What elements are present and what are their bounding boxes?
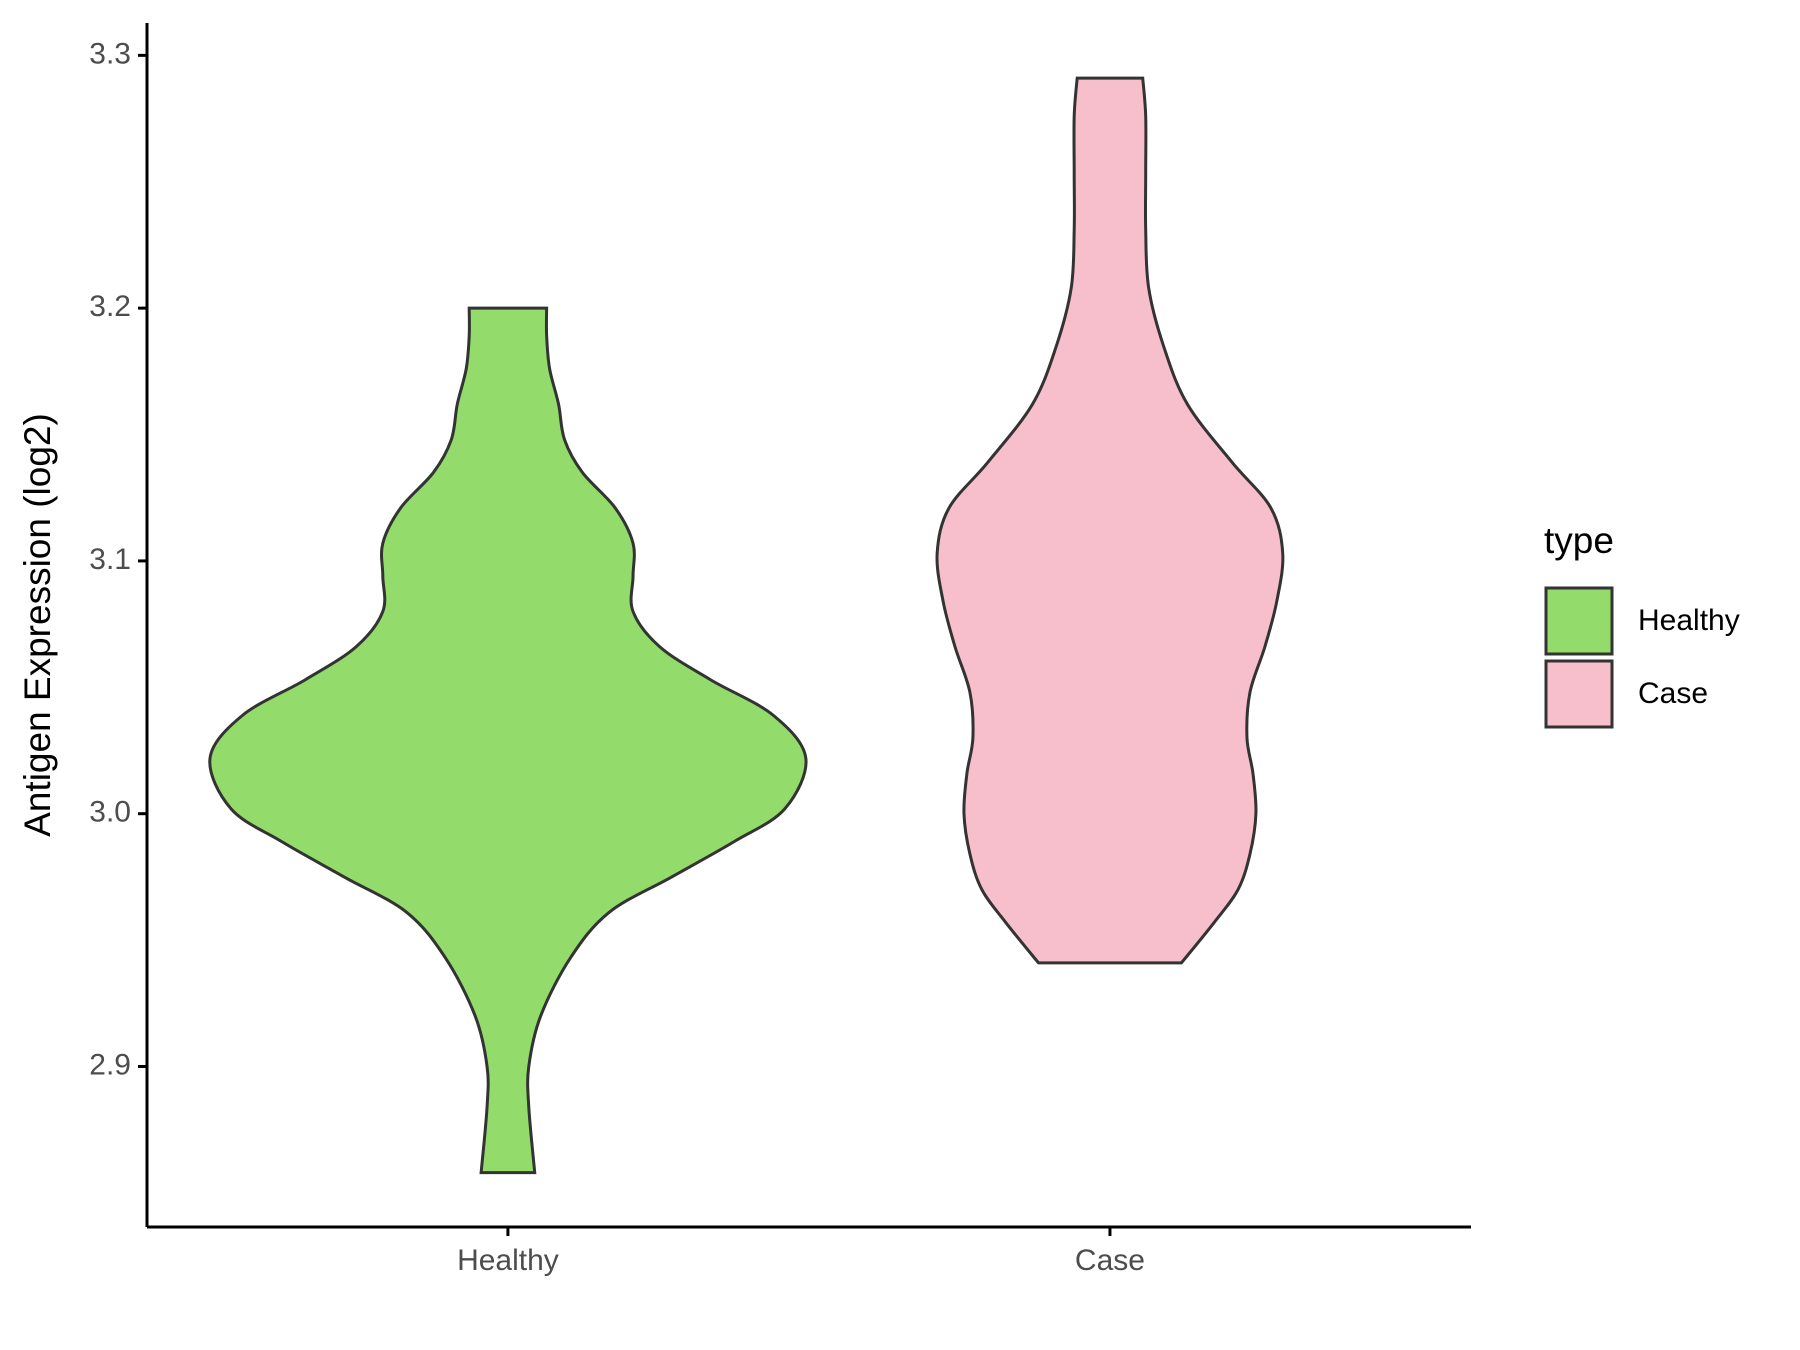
y-tick-label: 3.2 [89,290,131,323]
violin [208,306,808,1175]
y-tick-label: 3.1 [89,543,131,576]
legend-label: Case [1638,677,1708,710]
x-tick-label: Case [1075,1244,1145,1277]
legend-label: Healthy [1638,604,1740,637]
y-axis-label: Antigen Expression (log2) [17,413,58,837]
violin [935,76,1285,965]
legend-key [1544,659,1614,729]
x-tick-label: Healthy [457,1244,559,1277]
y-tick-label: 3.3 [89,37,131,70]
legend-key [1544,586,1614,656]
legend-title: type [1544,520,1614,561]
y-tick-label: 3.0 [89,796,131,829]
y-tick-label: 2.9 [89,1048,131,1081]
